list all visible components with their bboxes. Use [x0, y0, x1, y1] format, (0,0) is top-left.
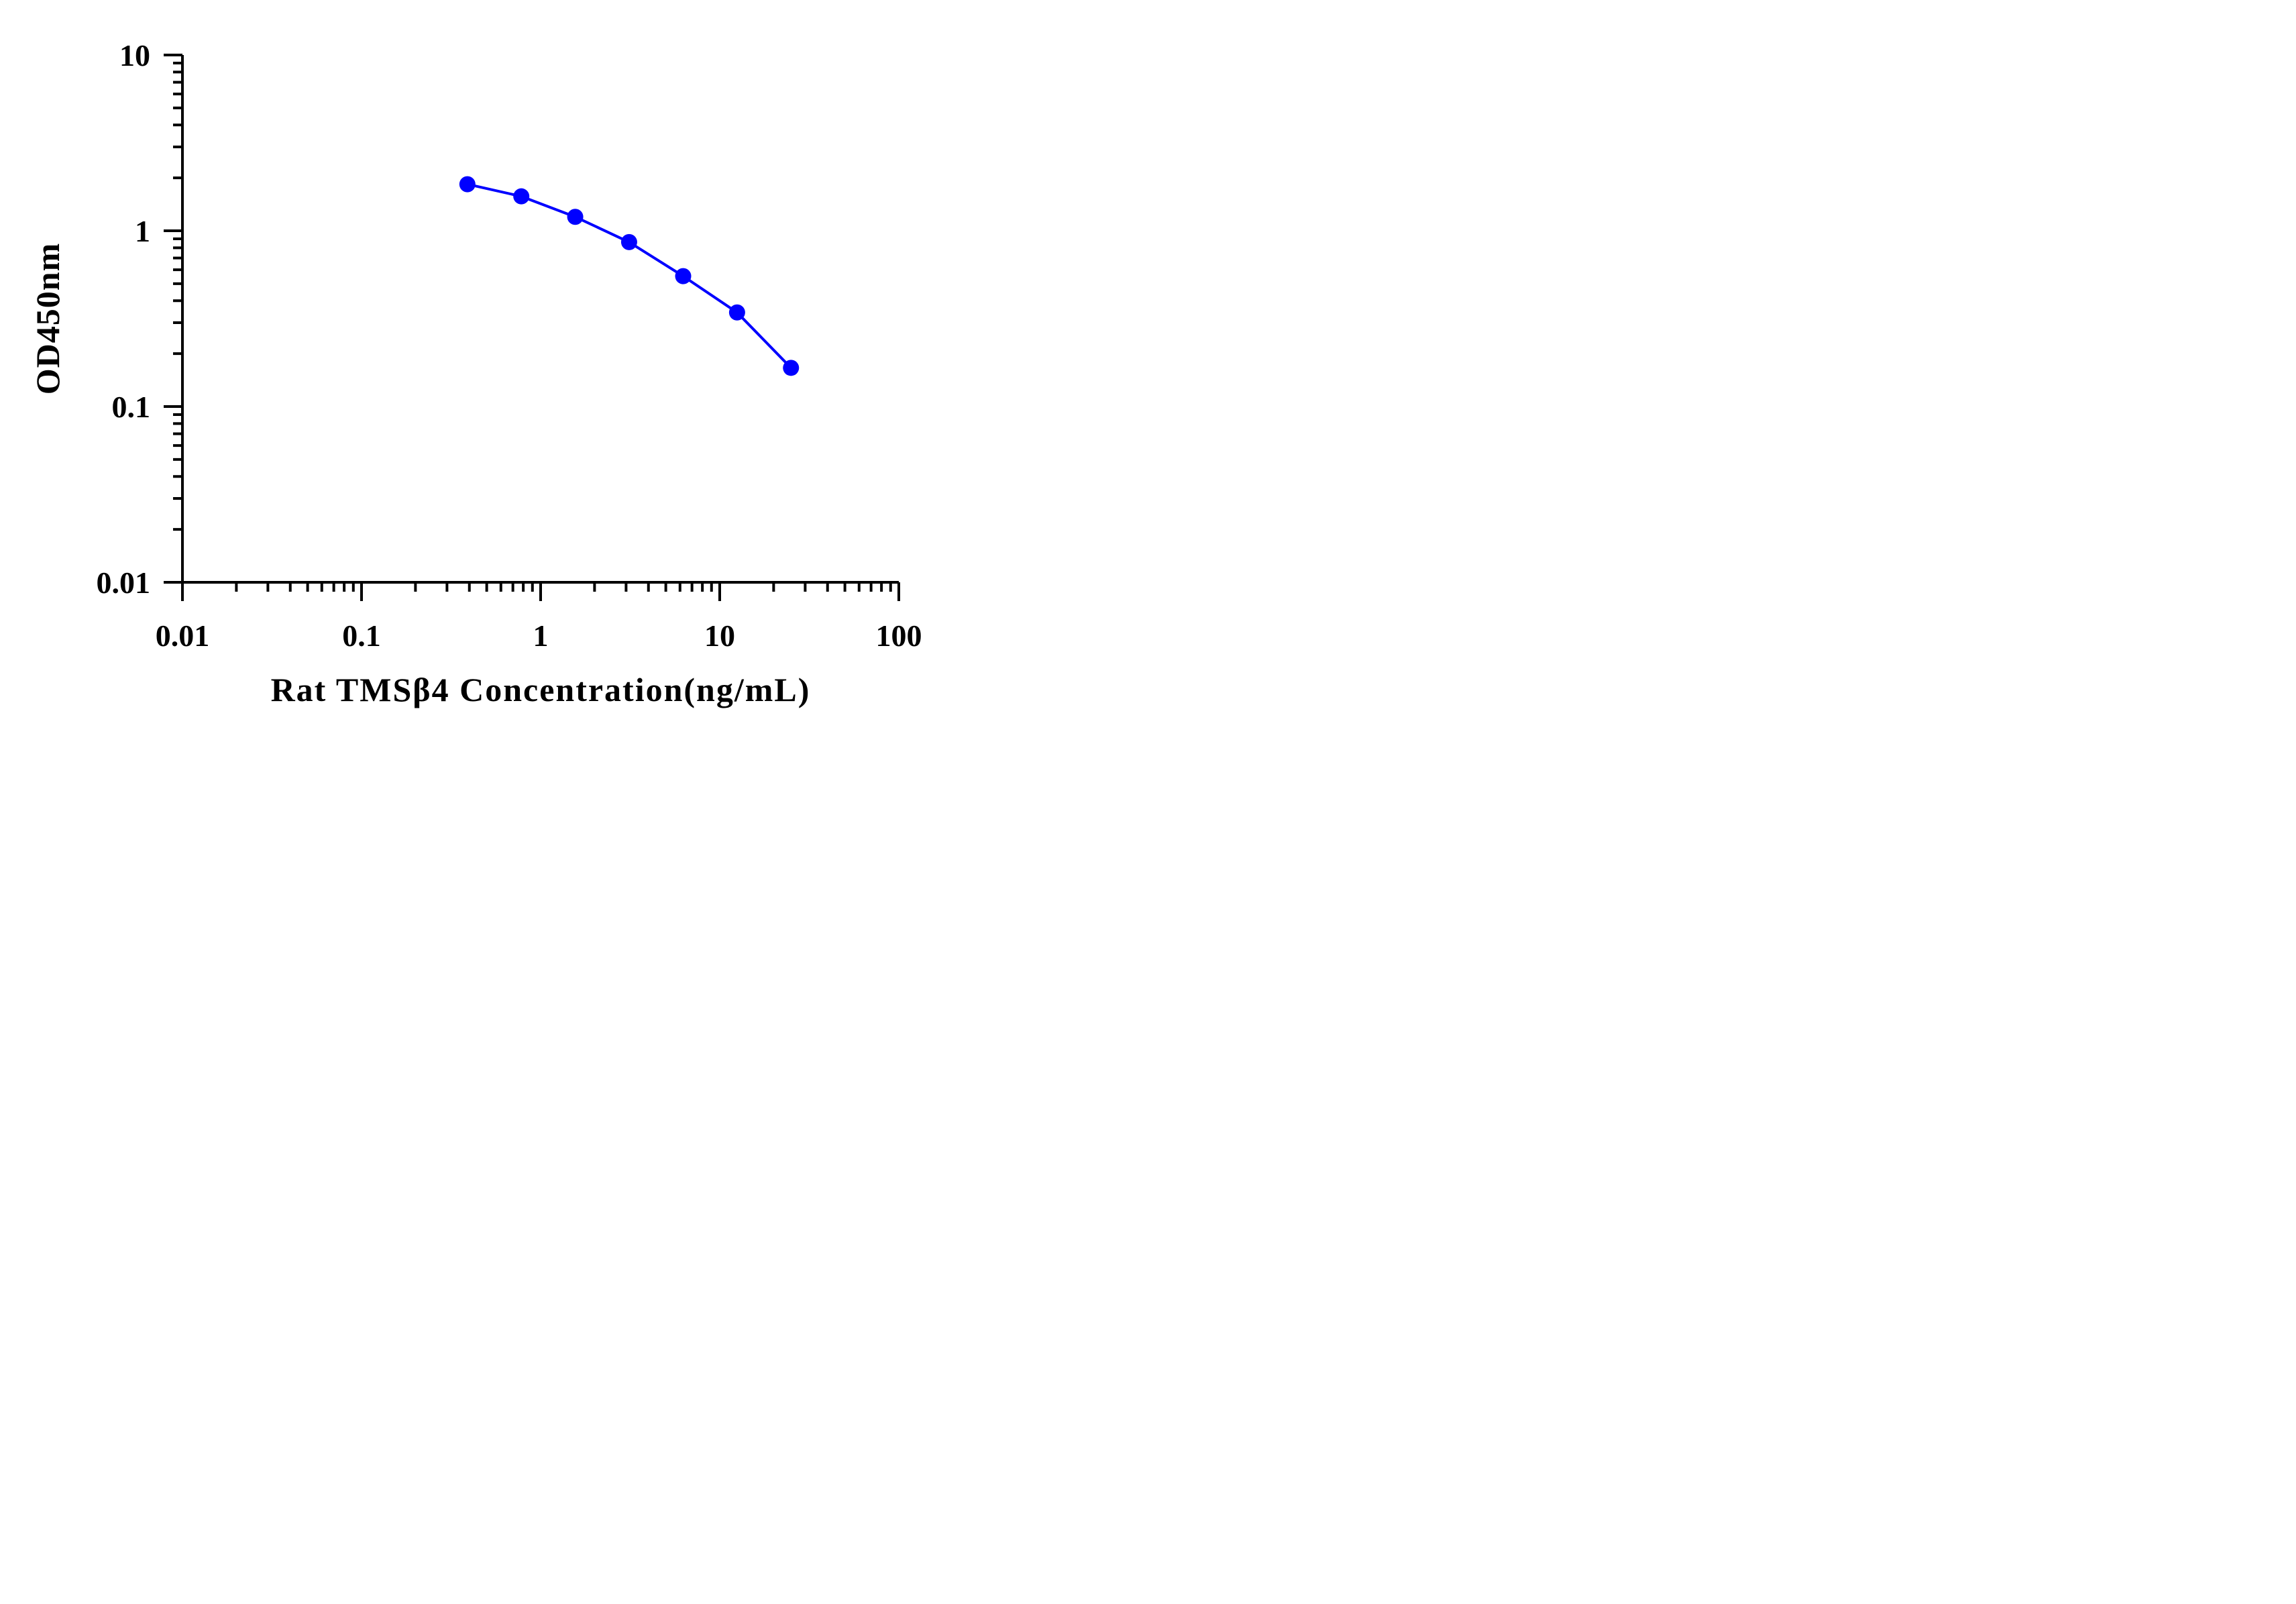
axes: 0.01 0.1 1 10 100 0.01 0.1 1 10: [97, 38, 922, 653]
data-point: [459, 176, 476, 193]
y-tick-label: 10: [119, 38, 150, 72]
data-point: [513, 188, 530, 205]
data-point: [567, 209, 584, 225]
x-axis-title: Rat TMSβ4 Concentration(ng/mL): [271, 671, 811, 708]
chart: 0.01 0.1 1 10 100 0.01 0.1 1 10 Rat TMSβ4 Concen…: [29, 38, 922, 708]
data-point: [620, 233, 637, 250]
series-line: [467, 182, 792, 369]
x-tick-label: 10: [704, 619, 735, 653]
y-tick-label: 1: [135, 214, 150, 248]
data-series: [459, 176, 800, 376]
x-tick-label: 0.01: [156, 619, 210, 653]
data-point: [728, 304, 745, 321]
data-point: [675, 268, 692, 284]
data-point: [783, 360, 800, 376]
x-tick-label: 1: [533, 619, 549, 653]
y-tick-label: 0.1: [112, 390, 151, 424]
x-tick-label: 0.1: [342, 619, 381, 653]
x-tick-label: 100: [876, 619, 922, 653]
y-axis-title: OD450nm: [29, 243, 66, 394]
y-tick-label: 0.01: [97, 566, 151, 600]
